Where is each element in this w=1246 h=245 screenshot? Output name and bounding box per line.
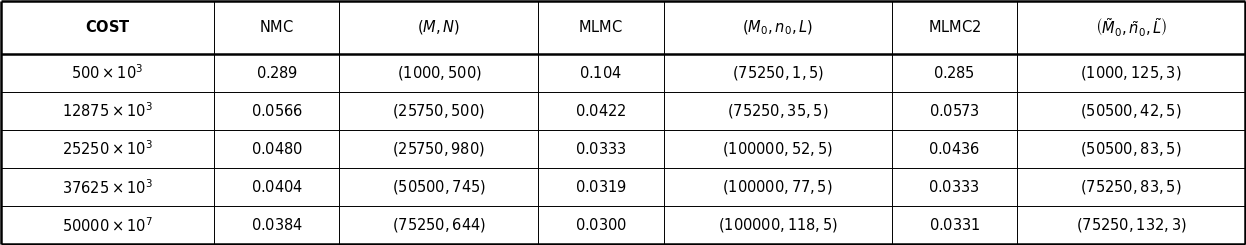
Text: $\mathrm{MLMC}$: $\mathrm{MLMC}$ — [578, 19, 623, 35]
Text: $0.0480$: $0.0480$ — [250, 141, 303, 157]
Text: $(50500, 745)$: $(50500, 745)$ — [392, 178, 486, 196]
Text: $(75250, 132, 3)$: $(75250, 132, 3)$ — [1075, 216, 1186, 234]
Text: $\left(\tilde{M}_0, \tilde{n}_0, \tilde{L}\right)$: $\left(\tilde{M}_0, \tilde{n}_0, \tilde{… — [1095, 16, 1168, 39]
Text: $0.0566$: $0.0566$ — [250, 103, 303, 119]
Text: $(75250, 83, 5)$: $(75250, 83, 5)$ — [1080, 178, 1182, 196]
Text: $(100000, 118, 5)$: $(100000, 118, 5)$ — [718, 216, 837, 234]
Text: $0.0331$: $0.0331$ — [928, 217, 981, 233]
Text: $\mathrm{MLMC2}$: $\mathrm{MLMC2}$ — [928, 19, 981, 35]
Text: $0.0422$: $0.0422$ — [576, 103, 627, 119]
Text: $(100000, 52, 5)$: $(100000, 52, 5)$ — [723, 140, 834, 158]
Text: $0.289$: $0.289$ — [255, 65, 298, 81]
Text: $0.0436$: $0.0436$ — [928, 141, 981, 157]
Text: $(75250, 35, 5)$: $(75250, 35, 5)$ — [726, 102, 829, 120]
Text: $(25750, 980)$: $(25750, 980)$ — [392, 140, 486, 158]
Text: $(100000, 77, 5)$: $(100000, 77, 5)$ — [723, 178, 832, 196]
Text: $0.0319$: $0.0319$ — [574, 179, 627, 195]
Text: $0.0333$: $0.0333$ — [574, 141, 627, 157]
Text: $(75250, 644)$: $(75250, 644)$ — [392, 216, 486, 234]
Text: $0.285$: $0.285$ — [933, 65, 976, 81]
Text: $0.104$: $0.104$ — [579, 65, 623, 81]
Text: $\mathrm{NMC}$: $\mathrm{NMC}$ — [259, 19, 294, 35]
Text: $37625 \times 10^3$: $37625 \times 10^3$ — [62, 178, 153, 196]
Text: $(25750, 500)$: $(25750, 500)$ — [392, 102, 486, 120]
Text: $(1000, 500)$: $(1000, 500)$ — [396, 64, 481, 82]
Text: $(75250, 1, 5)$: $(75250, 1, 5)$ — [731, 64, 824, 82]
Text: $\mathbf{COST}$: $\mathbf{COST}$ — [85, 19, 131, 35]
Text: $(50500, 83, 5)$: $(50500, 83, 5)$ — [1080, 140, 1182, 158]
Text: $500 \times 10^3$: $500 \times 10^3$ — [71, 64, 143, 82]
Text: $25250 \times 10^3$: $25250 \times 10^3$ — [62, 140, 153, 159]
Text: $0.0333$: $0.0333$ — [928, 179, 981, 195]
Text: $0.0384$: $0.0384$ — [250, 217, 303, 233]
Text: $(M_0, n_0, L)$: $(M_0, n_0, L)$ — [743, 18, 814, 37]
Text: $0.0404$: $0.0404$ — [250, 179, 303, 195]
Text: $12875 \times 10^3$: $12875 \times 10^3$ — [62, 102, 153, 121]
Text: $(50500, 42, 5)$: $(50500, 42, 5)$ — [1080, 102, 1182, 120]
Text: $(M, N)$: $(M, N)$ — [417, 18, 461, 36]
Text: $0.0573$: $0.0573$ — [930, 103, 979, 119]
Text: $(1000, 125, 3)$: $(1000, 125, 3)$ — [1080, 64, 1182, 82]
Text: $50000 \times 10^7$: $50000 \times 10^7$ — [62, 216, 153, 235]
Text: $0.0300$: $0.0300$ — [574, 217, 627, 233]
